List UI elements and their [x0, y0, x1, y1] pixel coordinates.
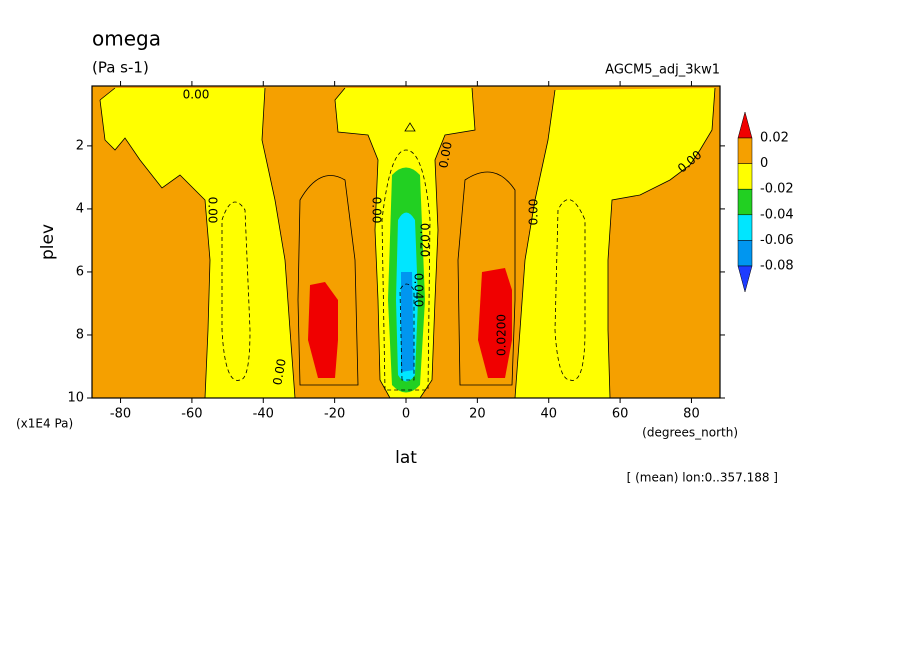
contour-label: 0.020: [418, 223, 432, 257]
colorbar-cap: [737, 111, 753, 139]
filled-contour: [478, 268, 512, 378]
x-axis-unit: (degrees_north): [642, 426, 738, 440]
contour-line: [399, 283, 415, 381]
contour-label: 0.00: [436, 141, 454, 170]
colorbar-box: [737, 240, 753, 267]
filled-contour: [100, 88, 295, 398]
colorbar-label: -0.08: [760, 259, 794, 274]
colorbar-box: [737, 188, 753, 216]
filled-contour: [308, 282, 338, 378]
contour-label: 0.00: [206, 197, 220, 224]
y-axis-label: plev: [38, 224, 58, 260]
colorbar-label: -0.06: [760, 233, 794, 248]
colorbar-label: -0.02: [760, 182, 794, 197]
contour-label: 0.00: [183, 88, 210, 102]
contour-label: 0.00: [527, 199, 541, 226]
contour-label: 0.0200: [495, 314, 509, 356]
x-tick-label: 20: [469, 407, 486, 422]
colorbar-label: 0.02: [760, 131, 789, 146]
x-axis-label: lat: [395, 448, 417, 468]
x-tick-label: -60: [181, 407, 202, 422]
contour-line: [334, 87, 476, 399]
contour-line: [297, 171, 516, 386]
y-tick-label: 8: [76, 327, 84, 342]
x-tick-label: -40: [253, 407, 274, 422]
plot-area: 0.00 0.00 0.00 0.00 0.00 0.00 0.00 0.020…: [91, 85, 721, 399]
colorbar: 0.02 0 -0.02 -0.04 -0.06 -0.08: [737, 111, 794, 293]
contour-label: 0.040: [412, 273, 426, 307]
x-tick-label: -80: [110, 407, 131, 422]
colorbar-box: [737, 137, 753, 164]
chart-title: omega: [92, 27, 161, 51]
contour-line: [221, 149, 586, 391]
run-label: AGCM5_adj_3kw1: [605, 63, 720, 78]
footer-note: [ (mean) lon:0..357.188 ]: [627, 471, 778, 485]
x-tick-label: 80: [683, 407, 700, 422]
colorbar-box: [737, 214, 753, 241]
contour-line: [514, 87, 716, 399]
colorbar-box: [737, 163, 753, 190]
x-tick-label: 40: [540, 407, 557, 422]
y-tick-label: 2: [76, 138, 84, 153]
filled-contour: [401, 272, 414, 372]
x-tick-label: 60: [612, 407, 629, 422]
y-axis-unit: (x1E4 Pa): [16, 417, 73, 431]
colorbar-cap: [737, 265, 753, 293]
colorbar-label: -0.04: [760, 207, 794, 222]
x-tick-label: -20: [324, 407, 345, 422]
colorbar-label: 0: [760, 156, 768, 171]
contour-line: [99, 87, 296, 399]
contour-label: 0.00: [270, 358, 288, 387]
y-tick-label: 10: [67, 391, 84, 406]
chart-subtitle: (Pa s-1): [92, 59, 149, 77]
contour-label: 0.00: [370, 197, 384, 224]
y-tick-label: 6: [76, 264, 84, 279]
x-tick-label: 0: [402, 407, 410, 422]
y-tick-label: 4: [76, 201, 84, 216]
filled-contour: [515, 88, 715, 398]
